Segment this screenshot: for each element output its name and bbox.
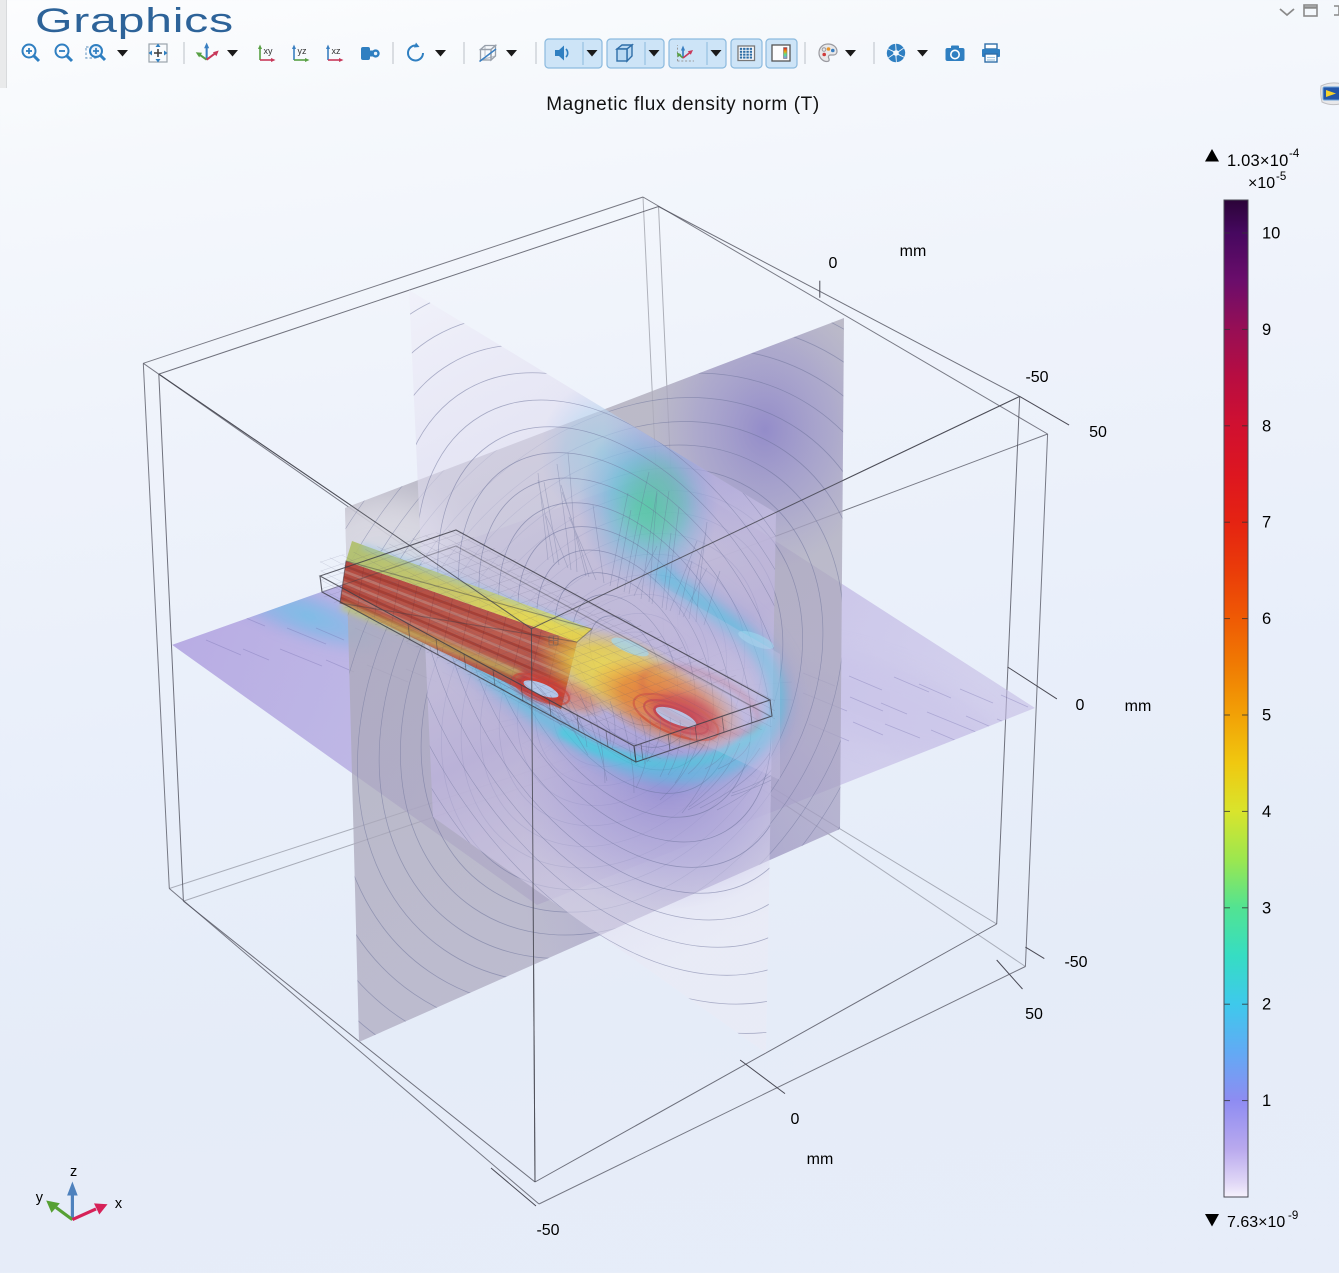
svg-text:Magnetic flux density norm (T): Magnetic flux density norm (T): [546, 94, 820, 115]
svg-text:0: 0: [829, 255, 838, 272]
svg-text:4: 4: [1262, 803, 1271, 821]
svg-text:-50: -50: [1025, 369, 1048, 386]
svg-text:5: 5: [1262, 707, 1271, 725]
svg-text:x: x: [115, 1196, 123, 1212]
svg-text:1: 1: [1262, 1092, 1271, 1110]
svg-text:1.03×10: 1.03×10: [1227, 152, 1289, 170]
svg-text:7.63×10: 7.63×10: [1227, 1214, 1285, 1231]
svg-text:xz: xz: [332, 46, 342, 56]
svg-text:y: y: [36, 1190, 44, 1206]
svg-text:0: 0: [1076, 697, 1085, 714]
svg-text:7: 7: [1262, 514, 1271, 532]
svg-text:0: 0: [791, 1111, 800, 1128]
svg-text:-4: -4: [1289, 148, 1300, 160]
svg-text:mm: mm: [1125, 698, 1152, 715]
svg-text:10: 10: [1262, 225, 1280, 243]
svg-text:×10: ×10: [1248, 175, 1275, 192]
svg-text:2: 2: [1262, 996, 1271, 1014]
svg-text:3: 3: [1262, 899, 1271, 917]
svg-text:mm: mm: [900, 243, 927, 260]
svg-text:9: 9: [1262, 321, 1271, 339]
svg-text:-9: -9: [1288, 1210, 1298, 1222]
svg-text:mm: mm: [807, 1151, 834, 1168]
svg-text:50: 50: [1089, 424, 1107, 441]
svg-text:-50: -50: [1064, 954, 1087, 971]
svg-text:-5: -5: [1276, 171, 1286, 183]
svg-text:6: 6: [1262, 610, 1271, 628]
svg-text:z: z: [70, 1164, 77, 1180]
svg-text:8: 8: [1262, 417, 1271, 435]
svg-text:xy: xy: [264, 46, 274, 56]
svg-text:yz: yz: [298, 46, 308, 56]
svg-text:50: 50: [1025, 1006, 1043, 1023]
svg-text:-50: -50: [536, 1222, 559, 1239]
